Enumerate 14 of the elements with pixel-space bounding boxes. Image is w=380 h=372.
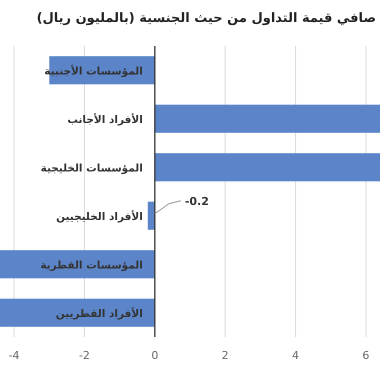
x-tick-label: 2: [222, 349, 229, 362]
y-tick-label: الأفراد الخليجيين: [56, 210, 143, 223]
x-tick-label: 0: [151, 349, 158, 362]
data-labels: -0.2: [154, 194, 209, 214]
y-tick-label: المؤسسات القطرية: [40, 259, 143, 272]
y-tick-label: الأفراد القطريين: [56, 306, 143, 320]
x-tick-label: 4: [292, 349, 300, 362]
x-tick-label: 6: [362, 349, 370, 362]
chart-title: صافي قيمة التداول من حيث الجنسية (بالمليون ريال): [36, 11, 376, 26]
data-label: -0.2: [184, 194, 209, 208]
x-tick-label: -2: [78, 349, 90, 362]
y-tick-label: الأفراد الأجانب: [67, 112, 143, 126]
y-tick-label: المؤسسات الخليجية: [40, 162, 143, 174]
x-tick-label: -4: [8, 349, 20, 362]
